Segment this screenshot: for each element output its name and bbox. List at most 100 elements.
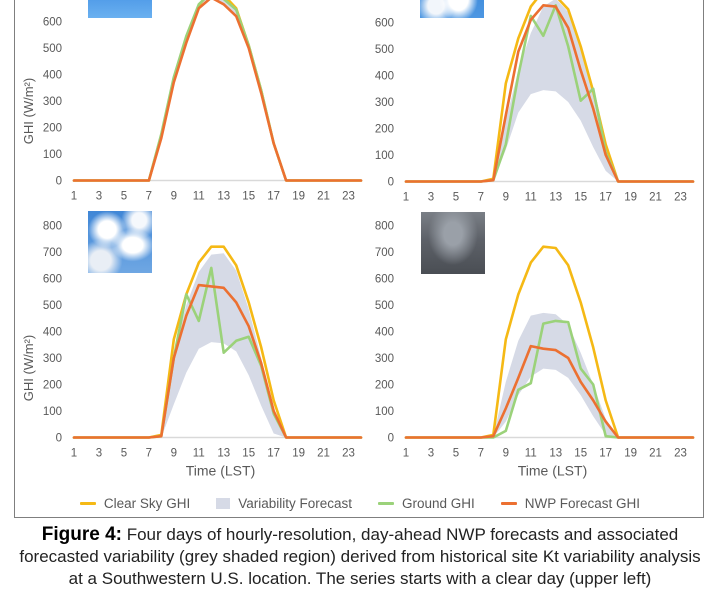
x-tick-label: 5: [453, 192, 459, 204]
y-tick-label: 0: [56, 433, 62, 445]
y-tick-label: 400: [43, 70, 62, 82]
y-tick-label: 600: [43, 274, 62, 286]
y-tick-label: 500: [43, 43, 62, 55]
y-axis-label: GHI (W/m²): [21, 335, 36, 401]
y-tick-label: 400: [43, 327, 62, 339]
x-tick-label: 11: [525, 448, 537, 460]
legend-label-nwp: NWP Forecast GHI: [524, 495, 641, 511]
legend-swatch-clear-sky: [79, 501, 96, 505]
x-tick-label: 7: [478, 448, 484, 460]
caption-label: Figure 4:: [41, 524, 122, 545]
overcast-sky-photo: [421, 212, 485, 274]
variability-band: [74, 0, 361, 181]
y-tick-label: 100: [43, 406, 62, 418]
series-line-nwp: [72, 0, 363, 182]
x-tick-label: 9: [171, 191, 177, 203]
y-tick-label: 600: [375, 18, 394, 30]
legend-swatch-nwp: [500, 501, 517, 505]
x-tick-label: 1: [71, 448, 77, 460]
x-tick-label: 21: [317, 191, 330, 203]
variability-band: [74, 253, 361, 438]
y-tick-label: 100: [43, 149, 62, 161]
legend-item-variability: Variability Forecast: [216, 496, 352, 511]
x-tick-label: 17: [599, 192, 612, 204]
y-tick-label: 0: [56, 176, 62, 188]
x-tick-label: 5: [121, 191, 127, 203]
x-tick-label: 9: [503, 448, 509, 460]
y-tick-label: 400: [375, 327, 394, 339]
variability-band: [406, 312, 693, 438]
y-tick-label: 500: [375, 44, 394, 56]
y-tick-label: 200: [43, 123, 62, 135]
y-tick-label: 0: [388, 177, 394, 189]
y-tick-label: 300: [43, 96, 62, 108]
x-tick-label: 23: [674, 192, 687, 204]
series-line-nwp: [72, 283, 363, 439]
x-tick-label: 15: [574, 192, 587, 204]
legend-item-ground: Ground GHI: [378, 496, 475, 511]
y-tick-label: 100: [375, 150, 394, 162]
legend-label-ground: Ground GHI: [402, 495, 475, 511]
figure-caption: Figure 4: Four days of hourly-resolution…: [16, 524, 704, 590]
x-tick-label: 13: [549, 192, 562, 204]
x-tick-label: 19: [292, 191, 305, 203]
x-tick-label: 15: [574, 448, 587, 460]
x-tick-label: 23: [342, 448, 355, 460]
y-tick-label: 300: [375, 353, 394, 365]
clear-sky-photo: [88, 0, 152, 18]
y-tick-label: 300: [43, 353, 62, 365]
y-tick-label: 0: [388, 433, 394, 445]
x-tick-label: 9: [503, 192, 509, 204]
x-tick-label: 3: [428, 448, 434, 460]
x-tick-label: 1: [71, 191, 77, 203]
x-tick-label: 3: [96, 191, 102, 203]
y-tick-label: 700: [375, 247, 394, 259]
x-tick-label: 17: [599, 448, 612, 460]
x-tick-label: 11: [193, 191, 205, 203]
legend-swatch-ground: [378, 501, 394, 505]
x-tick-label: 5: [453, 448, 459, 460]
legend-item-clear-sky: Clear Sky GHI: [79, 495, 191, 511]
x-tick-label: 1: [403, 192, 409, 204]
legend-label-clear-sky: Clear Sky GHI: [103, 495, 191, 511]
y-tick-label: 200: [375, 124, 394, 136]
y-tick-label: 600: [43, 17, 62, 29]
x-tick-label: 1: [403, 448, 409, 460]
y-tick-label: 500: [43, 300, 62, 312]
y-tick-label: 800: [375, 221, 394, 233]
x-axis-label: Time (LST): [518, 463, 587, 479]
y-tick-label: 200: [375, 380, 394, 392]
x-tick-label: 17: [267, 191, 280, 203]
x-tick-label: 7: [146, 448, 152, 460]
y-tick-label: 100: [375, 406, 394, 418]
legend-swatch-variability: [216, 497, 231, 509]
y-tick-label: 600: [375, 274, 394, 286]
x-tick-label: 13: [217, 448, 230, 460]
x-tick-label: 7: [146, 191, 152, 203]
x-tick-label: 11: [525, 192, 537, 204]
x-tick-label: 23: [342, 191, 355, 203]
y-tick-label: 800: [43, 221, 62, 233]
series-line-nwp: [404, 344, 695, 439]
y-axis-label: GHI (W/m²): [21, 78, 36, 144]
series-line-nwp: [404, 4, 695, 183]
legend-label-variability: Variability Forecast: [238, 495, 352, 511]
variability-band: [406, 0, 693, 182]
y-tick-label: 400: [375, 71, 394, 83]
x-tick-label: 5: [121, 448, 127, 460]
x-tick-label: 13: [217, 191, 230, 203]
x-tick-label: 17: [267, 448, 280, 460]
cumulus-sky-photo: [88, 211, 152, 273]
y-tick-label: 700: [43, 247, 62, 259]
x-tick-label: 19: [292, 448, 305, 460]
partly-cloudy-sky-photo: [420, 0, 484, 18]
series-line-ground: [72, 0, 363, 182]
x-axis-label: Time (LST): [186, 463, 255, 479]
x-tick-label: 11: [193, 448, 205, 460]
x-tick-label: 13: [549, 448, 562, 460]
